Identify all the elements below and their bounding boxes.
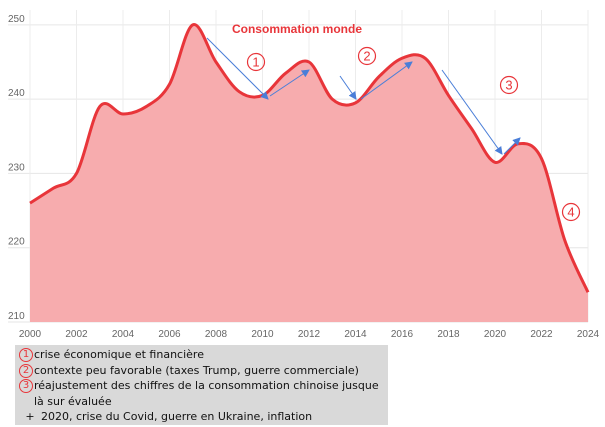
y-axis: 210 220 230 240 250	[8, 14, 25, 322]
legend-item: 2 contexte peu favorable (taxes Trump, g…	[19, 363, 384, 379]
x-tick-label: 2012	[298, 329, 321, 340]
y-tick-label: 210	[8, 311, 25, 322]
x-axis: 2000 2002 2004 2006 2008 2010 2012 2014 2016 2018…	[19, 329, 600, 340]
legend-item: 1 crise économique et financière	[19, 347, 384, 363]
x-tick-label: 2000	[19, 329, 42, 340]
x-tick-label: 2006	[158, 329, 181, 340]
y-tick-label: 240	[8, 88, 25, 99]
x-tick-label: 2010	[251, 329, 274, 340]
legend-item: + 2020, crise du Covid, guerre en Ukrain…	[19, 409, 384, 425]
x-tick-label: 2016	[391, 329, 414, 340]
legend-item: 3 réajustement des chiffres de la consom…	[19, 378, 384, 409]
annotation-marker: 2	[357, 46, 377, 66]
legend-text: crise économique et financière	[34, 348, 204, 361]
x-tick-label: 2004	[112, 329, 135, 340]
annotation-number: 1	[252, 55, 259, 70]
legend-number: 1	[19, 348, 33, 362]
trend-arrow	[339, 75, 357, 100]
area-fill	[30, 24, 588, 323]
x-tick-label: 2022	[530, 329, 553, 340]
annotation-number: 3	[505, 78, 512, 93]
chart-title: Consommation monde	[232, 22, 362, 36]
trend-arrow	[269, 69, 310, 97]
y-tick-label: 250	[8, 14, 25, 25]
x-tick-label: 2024	[577, 329, 600, 340]
annotation-marker: 1	[246, 52, 266, 72]
legend-text: contexte peu favorable (taxes Trump, gue…	[34, 363, 359, 377]
legend-box: 1 crise économique et financière 2 conte…	[15, 345, 388, 425]
x-tick-label: 2020	[484, 329, 507, 340]
trend-arrows	[206, 37, 521, 155]
y-tick-label: 230	[8, 162, 25, 173]
trend-arrow	[503, 137, 521, 155]
x-tick-label: 2018	[437, 329, 460, 340]
series-line	[29, 23, 590, 293]
annotation-marker: 3	[499, 75, 519, 95]
trend-arrow	[441, 69, 503, 155]
legend-bullet: +	[25, 410, 35, 423]
legend-text: 2020, crise du Covid, guerre en Ukraine,…	[41, 410, 313, 423]
legend-number: 3	[19, 379, 33, 393]
trend-arrow	[206, 37, 269, 100]
legend-number: 2	[19, 363, 33, 378]
annotation-number: 4	[567, 205, 574, 220]
x-tick-label: 2014	[344, 329, 367, 340]
annotation-markers: 1 2 3 4	[246, 46, 581, 222]
trend-arrow	[360, 61, 413, 100]
annotation-marker: 4	[561, 202, 581, 222]
consumption-chart: 210 220 230 240 250 2000 2002 2004 2006 2008 2010…	[8, 10, 600, 340]
x-tick-label: 2002	[65, 329, 88, 340]
x-tick-label: 2008	[205, 329, 228, 340]
legend-text: réajustement des chiffres de la consomma…	[34, 379, 379, 408]
annotation-number: 2	[363, 49, 370, 64]
y-tick-label: 220	[8, 237, 25, 248]
